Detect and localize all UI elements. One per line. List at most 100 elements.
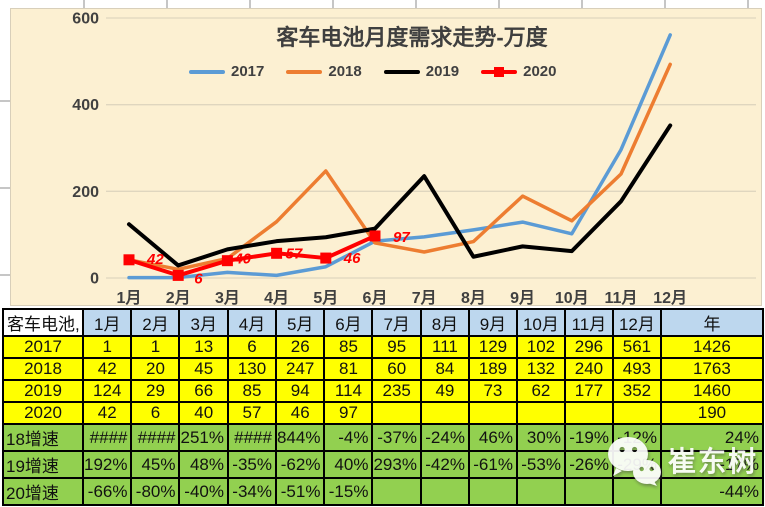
cell-2019-8月[interactable]: 49	[419, 379, 470, 403]
cell-19增速-年[interactable]: -17%	[659, 450, 764, 479]
cell-2019-5月[interactable]: 94	[274, 379, 326, 403]
table-corner-label[interactable]: 客车电池,	[2, 308, 84, 337]
cell-19增速-8月[interactable]: -42%	[419, 450, 470, 479]
cell-20增速-3月[interactable]: -40%	[178, 477, 229, 506]
column-header-8月[interactable]: 8月	[419, 308, 470, 337]
cell-2017-12月[interactable]: 561	[611, 335, 662, 359]
cell-2017-1月[interactable]: 1	[81, 335, 133, 359]
cell-2020-10月[interactable]	[515, 401, 566, 425]
column-header-5月[interactable]: 5月	[274, 308, 326, 337]
cell-2018-10月[interactable]: 132	[515, 357, 566, 381]
cell-2018-9月[interactable]: 189	[467, 357, 518, 381]
cell-2018-7月[interactable]: 60	[371, 357, 422, 381]
cell-2018-3月[interactable]: 45	[178, 357, 229, 381]
cell-20增速-12月[interactable]	[611, 477, 662, 506]
cell-19增速-4月[interactable]: -35%	[226, 450, 277, 479]
cell-2020-年[interactable]: 190	[659, 401, 764, 425]
cell-20增速-8月[interactable]	[419, 477, 470, 506]
cell-2020-5月[interactable]: 46	[274, 401, 326, 425]
cell-2019-2月[interactable]: 29	[130, 379, 181, 403]
cell-19增速-7月[interactable]: 293%	[371, 450, 422, 479]
cell-18增速-5月[interactable]: 844%	[274, 423, 326, 452]
row-label-18增速[interactable]: 18增速	[2, 423, 84, 452]
cell-19增速-10月[interactable]: -53%	[515, 450, 566, 479]
column-header-4月[interactable]: 4月	[226, 308, 277, 337]
row-label-2017[interactable]: 2017	[2, 335, 84, 359]
cell-2018-4月[interactable]: 130	[226, 357, 277, 381]
cell-2019-6月[interactable]: 114	[323, 379, 374, 403]
cell-2020-1月[interactable]: 42	[81, 401, 133, 425]
cell-2018-5月[interactable]: 247	[274, 357, 326, 381]
cell-18增速-12月[interactable]: -12%	[611, 423, 662, 452]
column-header-年[interactable]: 年	[659, 308, 764, 337]
row-label-19增速[interactable]: 19增速	[2, 450, 84, 479]
cell-19增速-3月[interactable]: 48%	[178, 450, 229, 479]
cell-2019-3月[interactable]: 66	[178, 379, 229, 403]
cell-2017-9月[interactable]: 129	[467, 335, 518, 359]
cell-2019-4月[interactable]: 85	[226, 379, 277, 403]
cell-2020-6月[interactable]: 97	[323, 401, 374, 425]
cell-20增速-11月[interactable]	[563, 477, 614, 506]
column-header-12月[interactable]: 12月	[611, 308, 662, 337]
cell-20增速-5月[interactable]: -51%	[274, 477, 326, 506]
cell-20增速-6月[interactable]: -15%	[323, 477, 374, 506]
cell-19增速-9月[interactable]: -61%	[467, 450, 518, 479]
cell-2019-12月[interactable]: 352	[611, 379, 662, 403]
cell-2019-10月[interactable]: 62	[515, 379, 566, 403]
row-label-2020[interactable]: 2020	[2, 401, 84, 425]
cell-2017-7月[interactable]: 95	[371, 335, 422, 359]
cell-2020-12月[interactable]	[611, 401, 662, 425]
column-header-9月[interactable]: 9月	[467, 308, 518, 337]
cell-18增速-1月[interactable]: ####	[81, 423, 133, 452]
cell-2017-2月[interactable]: 1	[130, 335, 181, 359]
cell-19增速-2月[interactable]: 45%	[130, 450, 181, 479]
cell-2019-1月[interactable]: 124	[81, 379, 133, 403]
column-header-2月[interactable]: 2月	[130, 308, 181, 337]
cell-20增速-10月[interactable]	[515, 477, 566, 506]
cell-19增速-11月[interactable]: -26%	[563, 450, 614, 479]
cell-2017-年[interactable]: 1426	[659, 335, 764, 359]
cell-18增速-2月[interactable]: ####	[130, 423, 181, 452]
cell-19增速-5月[interactable]: -62%	[274, 450, 326, 479]
column-header-6月[interactable]: 6月	[323, 308, 374, 337]
cell-2018-11月[interactable]: 240	[563, 357, 614, 381]
cell-20增速-9月[interactable]	[467, 477, 518, 506]
cell-2017-5月[interactable]: 26	[274, 335, 326, 359]
cell-2017-8月[interactable]: 111	[419, 335, 470, 359]
cell-2017-3月[interactable]: 13	[178, 335, 229, 359]
cell-2020-7月[interactable]	[371, 401, 422, 425]
row-label-2019[interactable]: 2019	[2, 379, 84, 403]
cell-18增速-10月[interactable]: 30%	[515, 423, 566, 452]
column-header-10月[interactable]: 10月	[515, 308, 566, 337]
cell-2018-1月[interactable]: 42	[81, 357, 133, 381]
row-label-2018[interactable]: 2018	[2, 357, 84, 381]
cell-2019-11月[interactable]: 177	[563, 379, 614, 403]
cell-2020-11月[interactable]	[563, 401, 614, 425]
column-header-3月[interactable]: 3月	[178, 308, 229, 337]
cell-2018-12月[interactable]: 493	[611, 357, 662, 381]
cell-2017-11月[interactable]: 296	[563, 335, 614, 359]
cell-2020-2月[interactable]: 6	[130, 401, 181, 425]
row-label-20增速[interactable]: 20增速	[2, 477, 84, 506]
cell-2018-年[interactable]: 1763	[659, 357, 764, 381]
cell-20增速-年[interactable]: -44%	[659, 477, 764, 506]
cell-20增速-1月[interactable]: -66%	[81, 477, 133, 506]
cell-18增速-11月[interactable]: -19%	[563, 423, 614, 452]
cell-20增速-2月[interactable]: -80%	[130, 477, 181, 506]
cell-18增速-7月[interactable]: -37%	[371, 423, 422, 452]
cell-19增速-1月[interactable]: 192%	[81, 450, 133, 479]
cell-18增速-年[interactable]: 24%	[659, 423, 764, 452]
cell-2018-2月[interactable]: 20	[130, 357, 181, 381]
cell-2019-9月[interactable]: 73	[467, 379, 518, 403]
cell-18增速-8月[interactable]: -24%	[419, 423, 470, 452]
cell-2017-6月[interactable]: 85	[323, 335, 374, 359]
cell-2018-8月[interactable]: 84	[419, 357, 470, 381]
column-header-7月[interactable]: 7月	[371, 308, 422, 337]
cell-2017-10月[interactable]: 102	[515, 335, 566, 359]
cell-2020-4月[interactable]: 57	[226, 401, 277, 425]
cell-19增速-12月[interactable]: -29%	[611, 450, 662, 479]
cell-19增速-6月[interactable]: 40%	[323, 450, 374, 479]
column-header-1月[interactable]: 1月	[81, 308, 133, 337]
cell-18增速-3月[interactable]: 251%	[178, 423, 229, 452]
column-header-11月[interactable]: 11月	[563, 308, 614, 337]
